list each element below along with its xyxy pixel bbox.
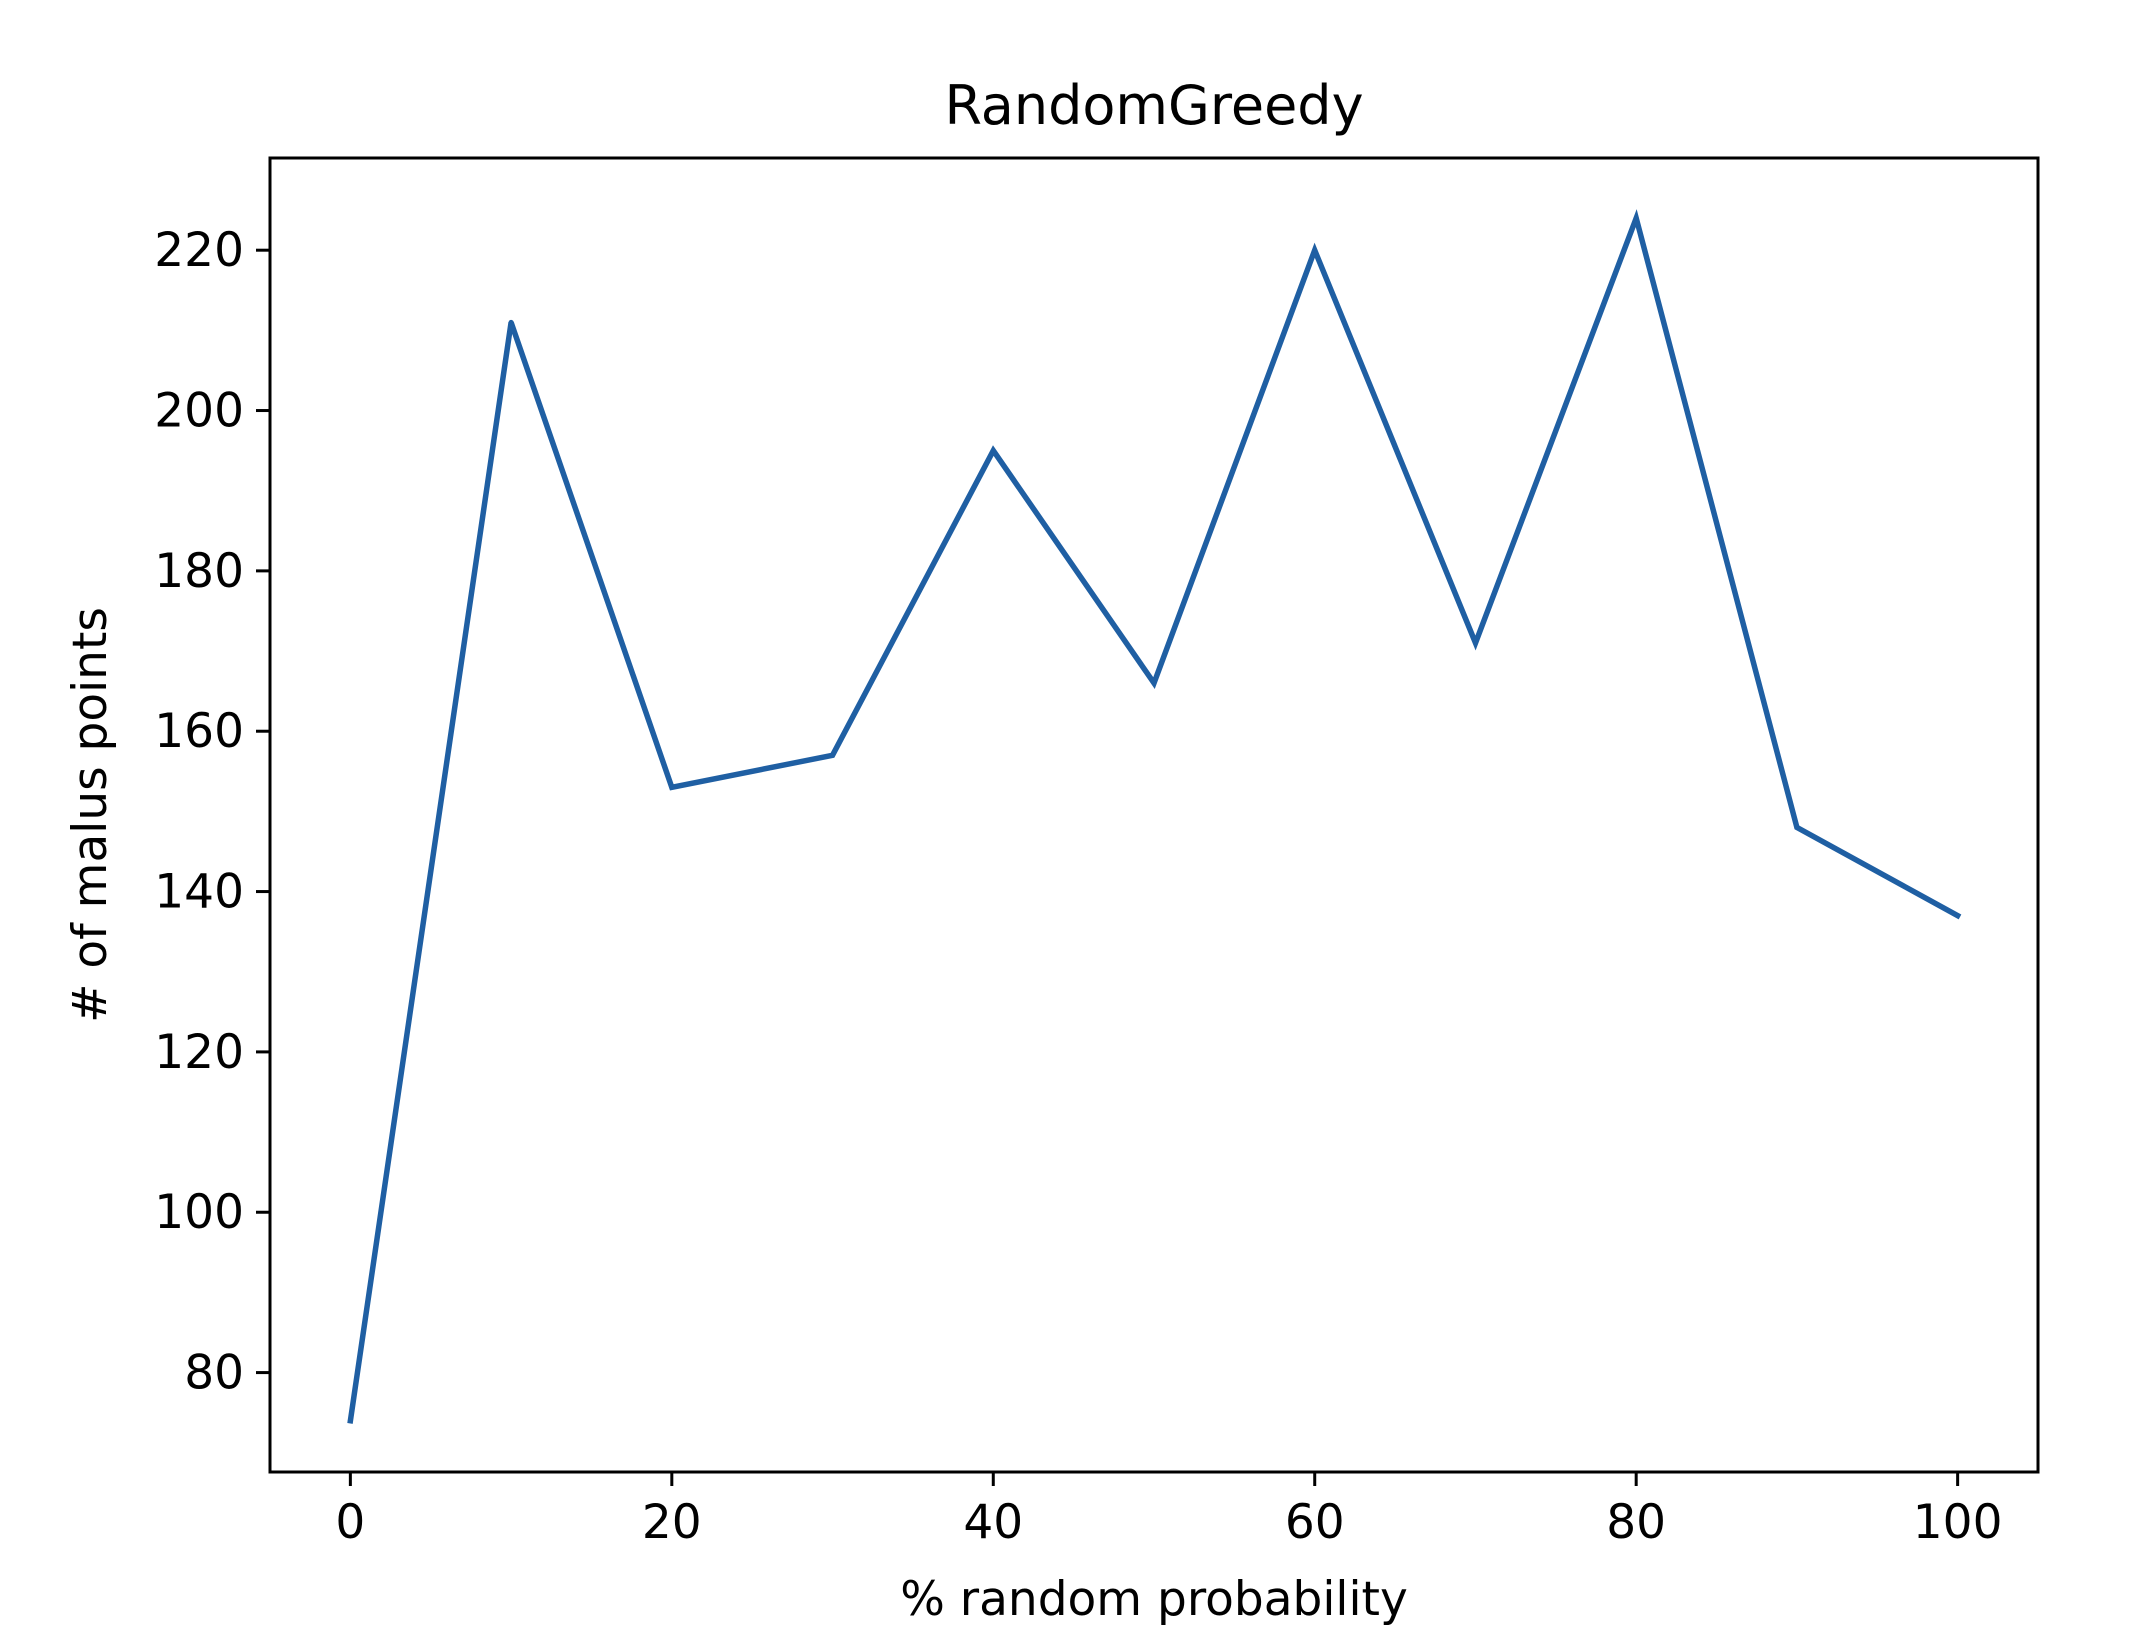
chart-title: RandomGreedy [944, 74, 1363, 137]
data-point [1151, 680, 1157, 686]
data-point [1794, 824, 1800, 830]
data-point [669, 784, 675, 790]
y-tick-label: 220 [154, 223, 244, 278]
y-tick-label: 200 [154, 384, 244, 439]
y-tick-label: 120 [154, 1025, 244, 1080]
data-point [1472, 640, 1478, 646]
x-tick-label: 80 [1606, 1495, 1666, 1550]
data-point [830, 752, 836, 758]
y-tick-label: 140 [154, 865, 244, 920]
data-point [990, 448, 996, 454]
x-axis-label: % random probability [900, 1572, 1408, 1627]
x-tick-label: 100 [1913, 1495, 2003, 1550]
data-line [347, 209, 1962, 1424]
y-tick-label: 180 [154, 544, 244, 599]
x-tick-group: 0 20 40 60 80 100 [335, 1472, 2002, 1550]
x-tick-label: 40 [963, 1495, 1023, 1550]
data-point [508, 319, 514, 325]
x-tick-label: 60 [1285, 1495, 1345, 1550]
y-tick-group: 80 100 120 140 160 180 200 220 [154, 223, 270, 1401]
x-tick-label: 0 [335, 1495, 365, 1550]
data-point [347, 1418, 353, 1424]
x-tick-label: 20 [642, 1495, 702, 1550]
y-tick-label: 80 [184, 1346, 244, 1401]
data-points [347, 215, 1961, 1424]
y-axis-label: # of malus points [63, 607, 118, 1023]
data-point [1312, 247, 1318, 253]
y-tick-label: 160 [154, 704, 244, 759]
y-tick-label: 100 [154, 1185, 244, 1240]
data-point [1633, 215, 1639, 221]
data-point [1955, 913, 1961, 919]
plot-frame [268, 156, 2040, 1474]
